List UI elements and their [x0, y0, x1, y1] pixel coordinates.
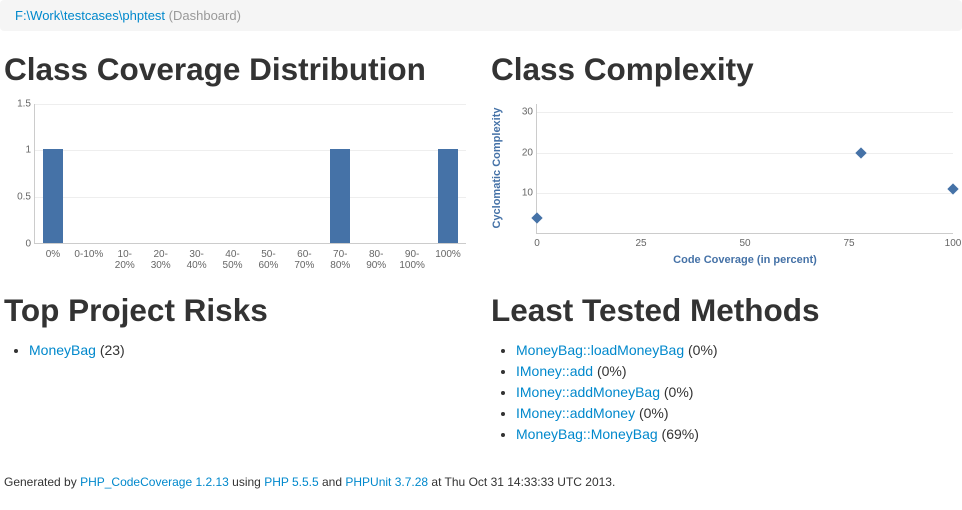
complexity-point: [531, 212, 542, 223]
complexity-chart: Cyclomatic Complexity Code Coverage (in …: [491, 99, 958, 274]
scatter-xtick: 25: [635, 238, 646, 249]
bar-ytick: 0: [7, 238, 31, 249]
risks-list: MoneyBag (23): [4, 340, 471, 361]
method-link[interactable]: IMoney::addMoney: [516, 405, 635, 421]
scatter-xtick: 100: [945, 238, 962, 249]
bar-ytick: 1.5: [7, 98, 31, 109]
bar-xtick: 30-40%: [180, 249, 214, 271]
bar-gridline: [35, 150, 466, 151]
risks-title: Top Project Risks: [4, 292, 471, 330]
coverage-dist-chart: 0 0.5 1 1.5 0%0-10%10-20%20-30%30-40%40-50%5…: [4, 99, 471, 274]
least-tested-title: Least Tested Methods: [491, 292, 958, 330]
bar-ytick: 1: [7, 145, 31, 156]
risk-item: MoneyBag (23): [29, 340, 471, 361]
scatter-ytick: 30: [513, 106, 533, 117]
footer-phpunit-link[interactable]: PHPUnit 3.7.28: [345, 475, 428, 489]
method-item: MoneyBag::MoneyBag (69%): [516, 424, 958, 445]
scatter-ytick: 10: [513, 188, 533, 199]
footer-mid1: using: [229, 475, 264, 489]
method-item: IMoney::addMoney (0%): [516, 403, 958, 424]
bar-xtick: 0-10%: [72, 249, 106, 260]
footer-mid2: and: [319, 475, 346, 489]
bar-gridline: [35, 104, 466, 105]
method-item: IMoney::addMoneyBag (0%): [516, 382, 958, 403]
scatter-ytick: 20: [513, 147, 533, 158]
method-link[interactable]: MoneyBag::MoneyBag: [516, 426, 658, 442]
footer-php-link[interactable]: PHP 5.5.5: [264, 475, 318, 489]
footer-prefix: Generated by: [4, 475, 80, 489]
method-link[interactable]: IMoney::add: [516, 363, 593, 379]
scatter-gridline: [537, 153, 953, 154]
scatter-xtick: 75: [843, 238, 854, 249]
scatter-gridline: [537, 112, 953, 113]
bar-xtick: 60-70%: [287, 249, 321, 271]
bar-xtick: 50-60%: [251, 249, 285, 271]
coverage-bar: [43, 149, 63, 242]
complexity-xlabel: Code Coverage (in percent): [673, 254, 817, 266]
scatter-xtick: 0: [534, 238, 540, 249]
bar-xtick: 70-80%: [323, 249, 357, 271]
bar-xtick: 40-50%: [216, 249, 250, 271]
complexity-ylabel: Cyclomatic Complexity: [491, 108, 503, 229]
bar-gridline: [35, 197, 466, 198]
footer-suffix: at Thu Oct 31 14:33:33 UTC 2013.: [428, 475, 615, 489]
bar-xtick: 0%: [36, 249, 70, 260]
footer-tool-link[interactable]: PHP_CodeCoverage 1.2.13: [80, 475, 229, 489]
method-link[interactable]: IMoney::addMoneyBag: [516, 384, 660, 400]
coverage-bar: [438, 149, 458, 242]
method-item: MoneyBag::loadMoneyBag (0%): [516, 340, 958, 361]
bar-xtick: 80-90%: [359, 249, 393, 271]
scatter-gridline: [537, 193, 953, 194]
breadcrumb-suffix: (Dashboard): [169, 8, 241, 23]
complexity-title: Class Complexity: [491, 51, 958, 89]
risk-link[interactable]: MoneyBag: [29, 342, 96, 358]
method-link[interactable]: MoneyBag::loadMoneyBag: [516, 342, 684, 358]
bar-xtick: 90-100%: [395, 249, 429, 271]
bar-xtick: 10-20%: [108, 249, 142, 271]
complexity-point: [856, 147, 867, 158]
breadcrumb-path[interactable]: F:\Work\testcases\phptest: [15, 8, 165, 23]
coverage-dist-title: Class Coverage Distribution: [4, 51, 471, 89]
bar-xtick: 20-30%: [144, 249, 178, 271]
bar-xtick: 100%: [431, 249, 465, 260]
scatter-xtick: 50: [739, 238, 750, 249]
least-tested-list: MoneyBag::loadMoneyBag (0%)IMoney::add (…: [491, 340, 958, 445]
bar-ytick: 0.5: [7, 192, 31, 203]
breadcrumb: F:\Work\testcases\phptest (Dashboard): [0, 0, 962, 31]
method-item: IMoney::add (0%): [516, 361, 958, 382]
footer: Generated by PHP_CodeCoverage 1.2.13 usi…: [0, 473, 962, 491]
coverage-bar: [330, 149, 350, 242]
